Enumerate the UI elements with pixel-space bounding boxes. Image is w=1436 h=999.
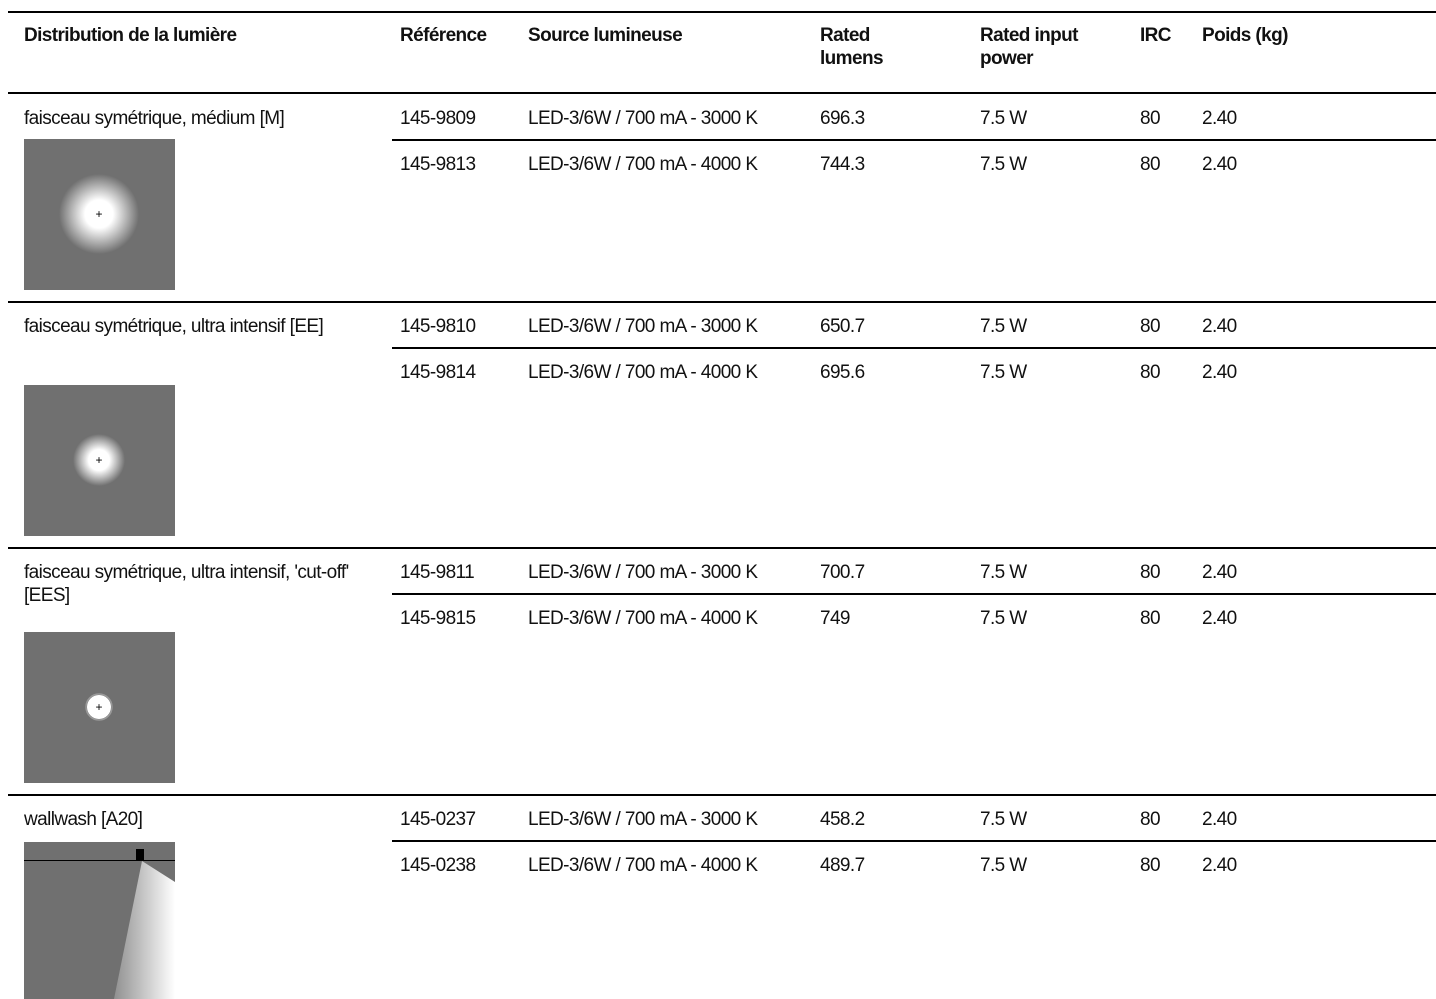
cell: 145-0238 [400, 855, 476, 876]
cell: 145-9813 [400, 154, 476, 175]
cell: 80 [1140, 154, 1161, 175]
distribution-image: + [24, 632, 175, 783]
row-rule [392, 139, 1436, 141]
cell: 7.5 W [980, 608, 1027, 629]
cell: 80 [1140, 809, 1161, 830]
distribution-image [24, 842, 175, 999]
svg-text:+: + [95, 700, 102, 714]
header-rule [8, 92, 1436, 94]
cell: 7.5 W [980, 562, 1027, 583]
svg-text:+: + [95, 207, 102, 221]
cell: 80 [1140, 855, 1161, 876]
row-rule [392, 593, 1436, 595]
column-header: Rated input power [980, 25, 1079, 69]
cell: LED-3/6W / 700 mA - 3000 K [528, 562, 758, 583]
cell: LED-3/6W / 700 mA - 4000 K [528, 855, 758, 876]
cell: 2.40 [1202, 809, 1237, 830]
cell: 695.6 [820, 362, 865, 383]
cell: 80 [1140, 562, 1161, 583]
cell: 80 [1140, 362, 1161, 383]
group-rule [8, 547, 1436, 549]
cell: LED-3/6W / 700 mA - 3000 K [528, 108, 758, 129]
cell: 80 [1140, 316, 1161, 337]
cell: 2.40 [1202, 108, 1237, 129]
cell: 145-9815 [400, 608, 476, 629]
top-rule [8, 11, 1436, 13]
cell: 145-9810 [400, 316, 476, 337]
distribution-label: faisceau symétrique, ultra intensif, 'cu… [24, 562, 349, 606]
cell: 696.3 [820, 108, 865, 129]
cell: 145-9809 [400, 108, 476, 129]
cell: 145-9811 [400, 562, 475, 583]
row-rule [392, 347, 1436, 349]
cell: 458.2 [820, 809, 865, 830]
cell: 2.40 [1202, 562, 1237, 583]
svg-text:+: + [95, 453, 102, 467]
column-header: Rated lumens [820, 25, 884, 69]
cell: 7.5 W [980, 855, 1027, 876]
cell: 2.40 [1202, 362, 1237, 383]
column-header: IRC [1140, 25, 1172, 46]
cell: LED-3/6W / 700 mA - 4000 K [528, 154, 758, 175]
cell: 700.7 [820, 562, 865, 583]
cell: LED-3/6W / 700 mA - 4000 K [528, 608, 758, 629]
distribution-label: faisceau symétrique, médium [M] [24, 108, 285, 129]
distribution-image: + [24, 139, 175, 290]
column-header: Poids (kg) [1202, 25, 1288, 46]
cell: 2.40 [1202, 855, 1237, 876]
cell: 80 [1140, 608, 1161, 629]
group-rule [8, 301, 1436, 303]
cell: LED-3/6W / 700 mA - 4000 K [528, 362, 758, 383]
column-header: Distribution de la lumière [24, 25, 237, 46]
cell: 7.5 W [980, 809, 1027, 830]
column-header: Source lumineuse [528, 25, 683, 46]
cell: 749 [820, 608, 851, 629]
row-rule [392, 840, 1436, 842]
distribution-image: + [24, 385, 175, 536]
cell: 7.5 W [980, 154, 1027, 175]
cell: 2.40 [1202, 608, 1237, 629]
cell: LED-3/6W / 700 mA - 3000 K [528, 316, 758, 337]
cell: 80 [1140, 108, 1161, 129]
cell: LED-3/6W / 700 mA - 3000 K [528, 809, 758, 830]
cell: 145-0237 [400, 809, 476, 830]
cell: 7.5 W [980, 316, 1027, 337]
group-rule [8, 794, 1436, 796]
cell: 2.40 [1202, 154, 1237, 175]
cell: 489.7 [820, 855, 865, 876]
distribution-label: faisceau symétrique, ultra intensif [EE] [24, 316, 324, 337]
cell: 145-9814 [400, 362, 476, 383]
cell: 7.5 W [980, 362, 1027, 383]
distribution-label: wallwash [A20] [24, 809, 143, 830]
cell: 650.7 [820, 316, 865, 337]
cell: 7.5 W [980, 108, 1027, 129]
cell: 744.3 [820, 154, 865, 175]
cell: 2.40 [1202, 316, 1237, 337]
column-header: Référence [400, 25, 487, 46]
